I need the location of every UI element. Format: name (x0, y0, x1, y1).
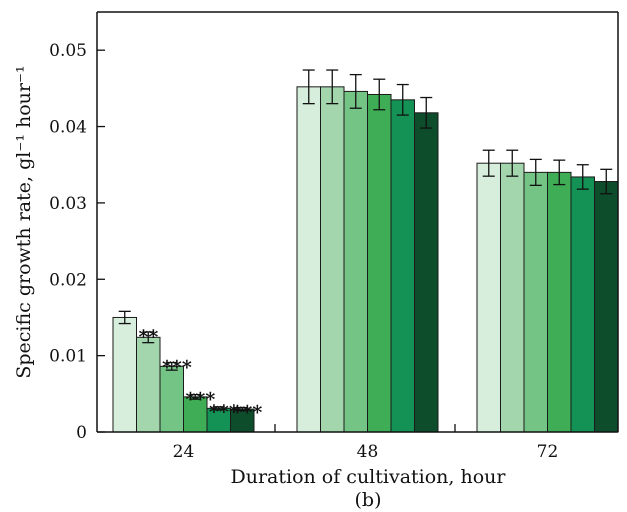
bar (414, 112, 439, 433)
y-tick-label: 0.02 (49, 270, 87, 290)
error-bar (600, 168, 613, 195)
y-tick-label: 0.01 (49, 347, 87, 367)
panel-label: (b) (355, 489, 382, 511)
bar (320, 86, 345, 433)
error-bar (420, 96, 433, 129)
significance-label: *** (162, 357, 192, 379)
significance-label: ** (139, 326, 159, 348)
y-tick-label: 0.04 (49, 118, 87, 138)
bar (476, 162, 501, 433)
error-bar (326, 69, 339, 105)
bar (523, 171, 548, 433)
axes-layer (96, 11, 619, 433)
error-bar (212, 406, 225, 411)
bar (547, 171, 572, 433)
x-tick-label: 24 (173, 442, 195, 462)
x-ticks: 24 48 72 (173, 424, 559, 462)
significance-layer: ************** (139, 326, 263, 424)
error-bar (529, 158, 542, 186)
bar (500, 162, 525, 433)
bars-layer (112, 86, 619, 433)
error-bar (142, 331, 155, 344)
bar (367, 93, 392, 433)
error-bar (506, 149, 519, 177)
significance-label: *** (233, 402, 263, 424)
error-bar (576, 164, 589, 190)
error-bar (373, 78, 386, 111)
bar (136, 336, 161, 433)
bar (112, 316, 137, 433)
y-axis-title: Specific growth rate, gl⁻¹ hour⁻¹ (13, 65, 35, 378)
significance-label: *** (186, 389, 216, 411)
error-bar (349, 73, 362, 109)
y-ticks: 0 0.01 0.02 0.03 0.04 0.05 (49, 41, 105, 443)
y-tick-label: 0.03 (49, 194, 87, 214)
significance-label: *** (209, 401, 239, 423)
error-bar (553, 159, 566, 186)
error-bar (189, 393, 202, 400)
x-axis-title: Duration of cultivation, hour (230, 466, 506, 488)
bar (343, 90, 368, 433)
bar (594, 181, 619, 433)
error-bar (396, 83, 409, 116)
error-bar (236, 406, 249, 412)
bar (296, 86, 321, 433)
error-bar (165, 361, 178, 371)
y-tick-label: 0.05 (49, 41, 87, 61)
x-tick-label: 72 (537, 442, 559, 462)
x-tick-label: 48 (357, 442, 379, 462)
errorbars-layer (118, 69, 613, 412)
y-tick-label: 0 (76, 423, 87, 443)
bar (570, 176, 595, 433)
bar (390, 99, 415, 433)
error-bar (302, 69, 315, 105)
error-bar (118, 310, 131, 325)
error-bar (482, 149, 495, 177)
